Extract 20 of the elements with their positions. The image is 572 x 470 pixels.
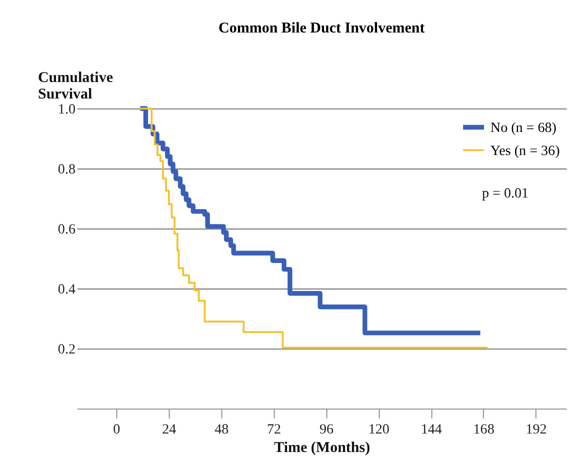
x-tick-label: 0 bbox=[113, 421, 120, 438]
legend-label: Yes (n = 36) bbox=[490, 142, 560, 159]
y-tick-label: 0.6 bbox=[58, 222, 76, 238]
chart-title: Common Bile Duct Involvement bbox=[218, 20, 425, 37]
x-tick-label: 48 bbox=[214, 421, 229, 438]
x-tick-label: 96 bbox=[319, 421, 334, 438]
y-axis-title: Cumulative Survival bbox=[38, 70, 114, 103]
x-tick-label: 144 bbox=[420, 421, 442, 438]
x-tick-label: 120 bbox=[368, 421, 390, 438]
y-tick-label: 0.8 bbox=[58, 162, 76, 178]
y-tick-label: 0.2 bbox=[58, 342, 76, 358]
x-tick-label: 72 bbox=[267, 421, 282, 438]
x-tick-label: 192 bbox=[526, 421, 547, 438]
x-tick-label: 24 bbox=[162, 421, 176, 438]
annotation: p = 0.01 bbox=[482, 186, 529, 202]
x-tick-label: 168 bbox=[473, 421, 494, 438]
y-tick-label: 0.4 bbox=[58, 282, 76, 298]
x-axis-title: Time (Months) bbox=[274, 440, 370, 456]
legend-label: No (n = 68) bbox=[490, 120, 557, 136]
y-tick-label: 1.0 bbox=[58, 102, 76, 118]
